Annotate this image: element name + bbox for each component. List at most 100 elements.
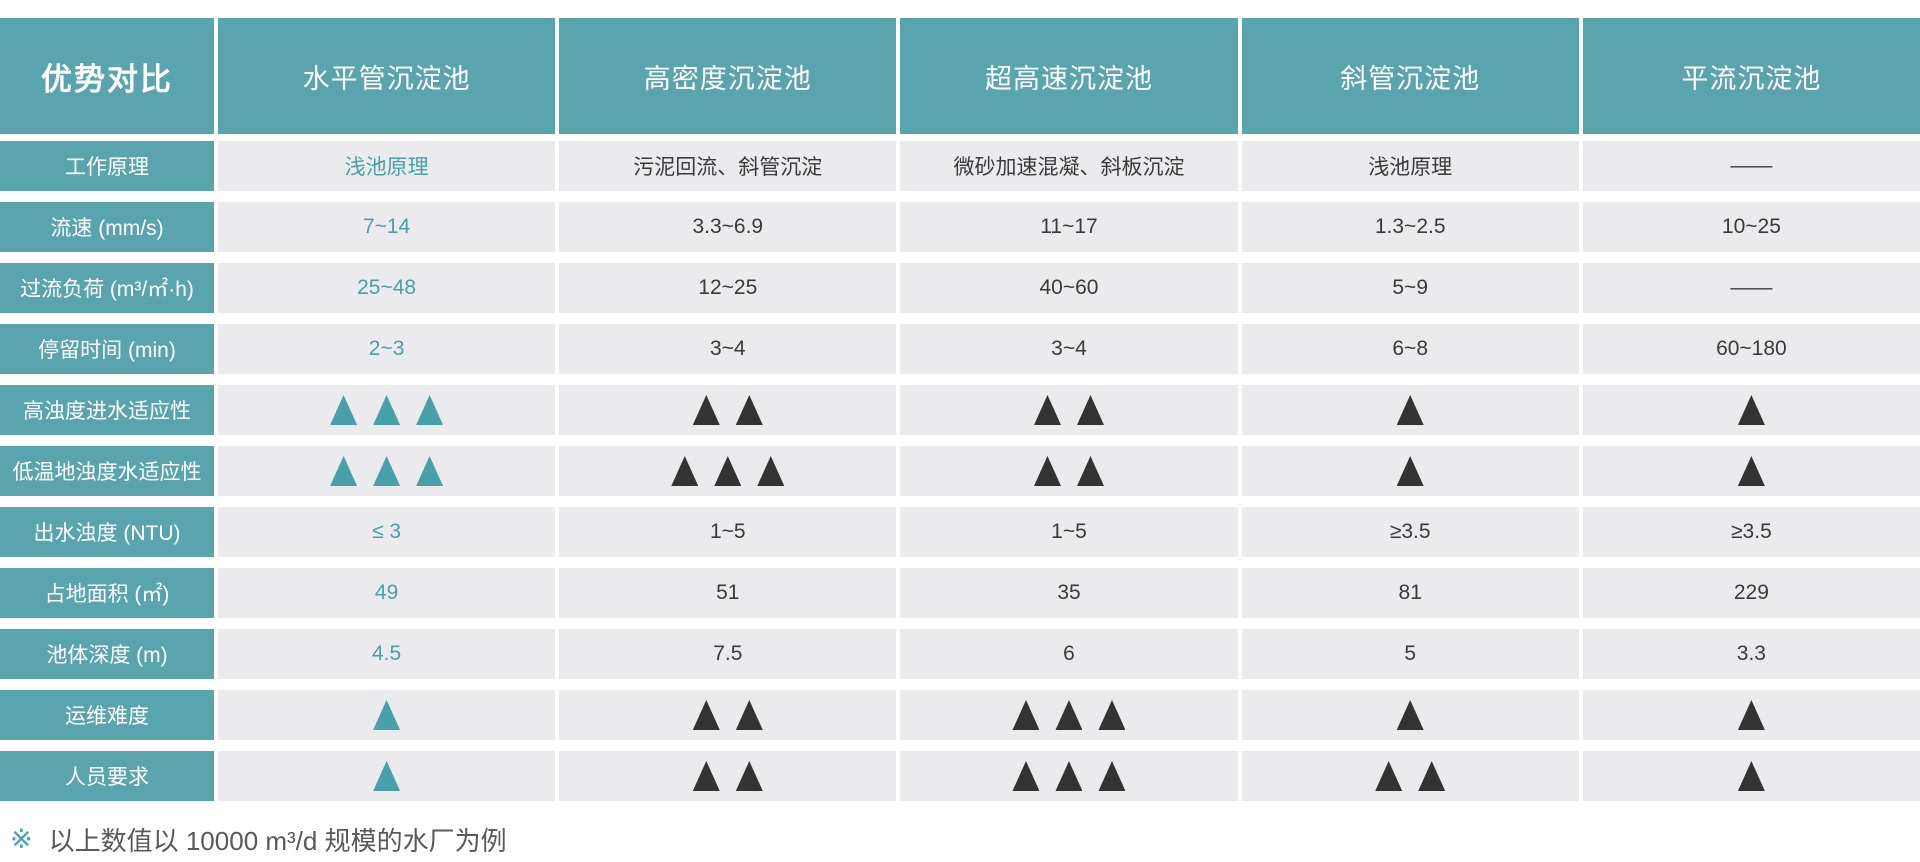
data-cell: 5~9: [1241, 263, 1579, 313]
cell-value: 81: [1398, 581, 1422, 604]
cell-value: ≥3.5: [1389, 520, 1431, 543]
data-cell: ≥3.5: [1582, 507, 1920, 557]
data-cell: [218, 690, 556, 740]
table-row: 运维难度: [0, 690, 1920, 740]
cell-value: 51: [716, 581, 740, 604]
data-cell: 1.3~2.5: [1241, 202, 1579, 252]
cell-value: 污泥回流、斜管沉淀: [633, 156, 823, 179]
triangle-icon: [1396, 700, 1424, 730]
reference-mark-icon: ※: [10, 824, 33, 854]
footnote-text: 以上数值以 10000 m³/d 规模的水厂为例: [48, 826, 507, 856]
data-cell: 49: [218, 568, 556, 618]
column-header-2: 高密度沉淀池: [559, 18, 897, 134]
data-cell: 3~4: [559, 324, 897, 374]
triangle-icon: [735, 761, 763, 791]
data-cell: 6~8: [1241, 324, 1579, 374]
triangle-icon: [735, 700, 763, 730]
data-cell: ≥3.5: [1241, 507, 1579, 557]
data-cell: [559, 446, 897, 496]
data-cell: 5: [1241, 629, 1579, 679]
corner-header: 优势对比: [0, 18, 214, 134]
data-cell: [1241, 751, 1579, 801]
data-cell: [900, 446, 1238, 496]
data-cell: 1~5: [900, 507, 1238, 557]
row-label: 出水浊度 (NTU): [0, 507, 214, 557]
triangle-icon: [1098, 700, 1126, 730]
triangle-icon: [1055, 700, 1083, 730]
triangle-icon: [373, 700, 401, 730]
data-cell: 浅池原理: [218, 141, 556, 191]
data-cell: [218, 446, 556, 496]
data-cell: 微砂加速混凝、斜板沉淀: [900, 141, 1238, 191]
table-row: 高浊度进水适应性: [0, 385, 1920, 435]
table-row: 池体深度 (m) 4.5 7.5 6 5 3.3: [0, 629, 1920, 679]
cell-value: 1~5: [709, 520, 746, 543]
data-cell: [559, 385, 897, 435]
triangle-icon: [1737, 395, 1765, 425]
table-row: 人员要求: [0, 751, 1920, 801]
triangle-icon: [1012, 700, 1040, 730]
data-cell: 6: [900, 629, 1238, 679]
data-cell: [900, 751, 1238, 801]
data-cell: 浅池原理: [1241, 141, 1579, 191]
triangle-icon: [1033, 456, 1061, 486]
row-label: 运维难度: [0, 690, 214, 740]
header-row: 优势对比 水平管沉淀池 高密度沉淀池 超高速沉淀池 斜管沉淀池 平流沉淀池: [0, 18, 1920, 134]
row-label: 池体深度 (m): [0, 629, 214, 679]
triangle-icon: [1396, 395, 1424, 425]
comparison-table: 优势对比 水平管沉淀池 高密度沉淀池 超高速沉淀池 斜管沉淀池 平流沉淀池 工作原理 浅池…: [0, 18, 1920, 801]
data-cell: 10~25: [1582, 202, 1920, 252]
data-cell: [1582, 385, 1920, 435]
column-header-4: 斜管沉淀池: [1241, 18, 1579, 134]
cell-value: 6: [1063, 642, 1075, 665]
table-row: 停留时间 (min) 2~3 3~4 3~4 6~8 60~180: [0, 324, 1920, 374]
triangle-icon: [692, 761, 720, 791]
triangle-icon: [1012, 761, 1040, 791]
cell-value: 5~9: [1392, 276, 1428, 299]
column-header-3: 超高速沉淀池: [900, 18, 1238, 134]
table-row: 出水浊度 (NTU) ≤ 3 1~5 1~5 ≥3.5 ≥3.5: [0, 507, 1920, 557]
triangle-icon: [757, 456, 785, 486]
data-cell: ——: [1582, 263, 1920, 313]
data-cell: [1241, 690, 1579, 740]
data-cell: 11~17: [900, 202, 1238, 252]
table-body: 工作原理 浅池原理 污泥回流、斜管沉淀 微砂加速混凝、斜板沉淀 浅池原理 —— 流速 (mm…: [0, 141, 1920, 801]
cell-value: 1.3~2.5: [1374, 215, 1446, 238]
column-header-1: 水平管沉淀池: [218, 18, 556, 134]
cell-value: 11~17: [1040, 215, 1098, 238]
data-cell: [218, 385, 556, 435]
data-cell: ≤ 3: [218, 507, 556, 557]
triangle-icon: [1055, 761, 1083, 791]
triangle-icon: [1737, 456, 1765, 486]
triangle-icon: [714, 456, 742, 486]
data-cell: 4.5: [218, 629, 556, 679]
triangle-icon: [373, 761, 401, 791]
cell-value: 3.3~6.9: [692, 215, 764, 238]
triangle-icon: [1418, 761, 1446, 791]
data-cell: [1241, 385, 1579, 435]
row-label: 流速 (mm/s): [0, 202, 214, 252]
triangle-icon: [692, 395, 720, 425]
cell-value: 5: [1404, 642, 1417, 665]
triangle-icon: [1033, 395, 1061, 425]
data-cell: [218, 751, 556, 801]
column-header-5: 平流沉淀池: [1582, 18, 1920, 134]
row-label: 人员要求: [0, 751, 214, 801]
triangle-icon: [416, 395, 444, 425]
cell-value: 1~5: [1051, 520, 1087, 543]
cell-value: 微砂加速混凝、斜板沉淀: [953, 156, 1185, 179]
data-cell: 12~25: [559, 263, 897, 313]
cell-value: 7~14: [362, 215, 411, 238]
cell-value: 3~4: [709, 337, 746, 360]
data-cell: 污泥回流、斜管沉淀: [559, 141, 897, 191]
cell-value: 浅池原理: [1368, 156, 1453, 179]
cell-value: 2~3: [368, 337, 405, 360]
table-row: 过流负荷 (m³/㎡·h) 25~48 12~25 40~60 5~9 ——: [0, 263, 1920, 313]
cell-value: 10~25: [1721, 215, 1781, 238]
row-label: 停留时间 (min): [0, 324, 214, 374]
cell-value: 229: [1733, 581, 1769, 604]
triangle-icon: [1737, 761, 1765, 791]
data-cell: 3.3: [1582, 629, 1920, 679]
table-row: 流速 (mm/s) 7~14 3.3~6.9 11~17 1.3~2.5 10~25: [0, 202, 1920, 252]
triangle-icon: [735, 395, 763, 425]
